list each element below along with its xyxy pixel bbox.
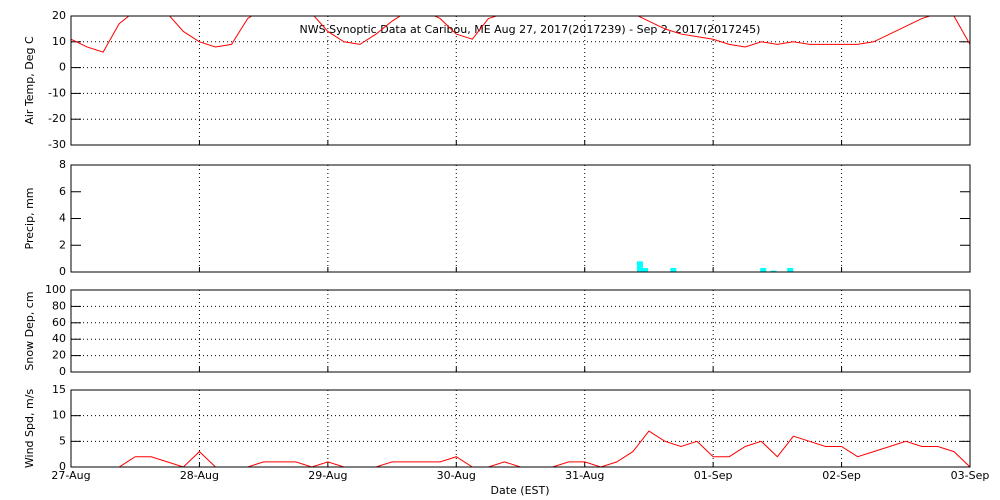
y-axis-label: Air Temp, Deg C [23, 36, 36, 125]
line-series [71, 430, 970, 467]
y-tick-label: 15 [52, 383, 66, 396]
plot-frame [70, 164, 971, 273]
x-tick-label: 30-Aug [437, 469, 476, 482]
y-tick-label: 20 [52, 349, 66, 362]
bar [760, 267, 767, 272]
y-tick-label: 5 [59, 434, 66, 447]
x-axis-label: Date (EST) [490, 484, 549, 497]
y-tick-label: -20 [48, 112, 66, 125]
y-tick-label: 40 [52, 332, 66, 345]
y-tick-label: 0 [59, 365, 66, 378]
x-tick-label: 03-Sep [951, 469, 990, 482]
y-tick-label: 100 [45, 283, 66, 296]
x-tick-label: 27-Aug [51, 469, 90, 482]
plot-frame [70, 289, 971, 373]
y-tick-label: 0 [59, 265, 66, 278]
y-axis-label: Wind Spd, m/s [23, 389, 36, 469]
x-tick-label: 01-Sep [694, 469, 733, 482]
plot-frame [70, 15, 971, 146]
chart-title: NWS Synoptic Data at Caribou, ME Aug 27,… [300, 23, 761, 36]
y-tick-label: 20 [52, 9, 66, 22]
y-tick-label: -10 [48, 86, 66, 99]
bar [770, 270, 777, 272]
y-tick-label: 8 [59, 158, 66, 171]
y-tick-label: -30 [48, 138, 66, 151]
y-tick-label: 4 [59, 212, 66, 225]
y-tick-label: 0 [59, 61, 66, 74]
y-tick-label: 10 [52, 409, 66, 422]
y-tick-label: 0 [59, 460, 66, 473]
y-tick-label: 10 [52, 35, 66, 48]
x-tick-label: 28-Aug [180, 469, 219, 482]
y-axis-label: Precip, mm [23, 188, 36, 250]
x-tick-label: 02-Sep [822, 469, 861, 482]
y-axis-label: Snow Dep, cm [23, 291, 36, 370]
line-series [71, 16, 970, 53]
bar [787, 267, 794, 272]
y-tick-label: 2 [59, 238, 66, 251]
x-tick-label: 29-Aug [308, 469, 347, 482]
bar [670, 267, 677, 272]
plot-frame [70, 389, 971, 468]
x-tick-label: 31-Aug [565, 469, 604, 482]
bar [636, 261, 643, 272]
y-tick-label: 6 [59, 185, 66, 198]
bar [642, 267, 649, 272]
y-tick-label: 60 [52, 316, 66, 329]
y-tick-label: 80 [52, 299, 66, 312]
